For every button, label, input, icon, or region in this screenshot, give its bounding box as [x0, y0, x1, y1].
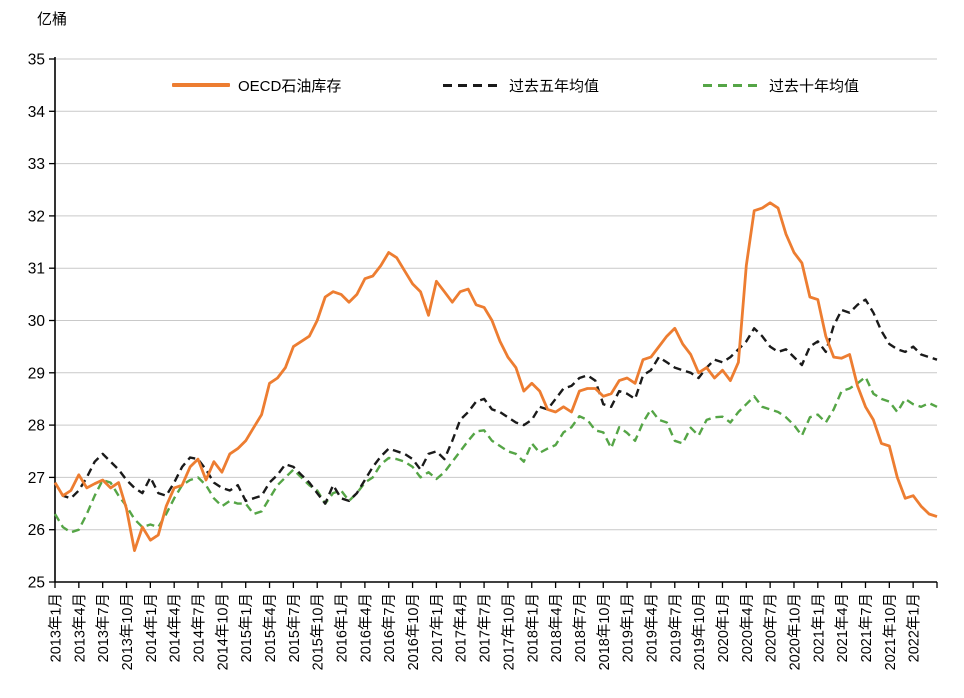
y-tick-label-32: 32 — [28, 208, 45, 225]
x-tick-label-13: 2016年4月 — [357, 593, 374, 662]
x-tick-label-10: 2015年7月 — [286, 593, 303, 662]
legend-label-oecd: OECD石油库存 — [238, 77, 342, 95]
legend-item-5yr-avg: 过去五年均值 — [443, 77, 600, 95]
x-tick-label-8: 2015年1月 — [238, 593, 255, 662]
series-oecd-line — [53, 201, 938, 552]
x-tick-label-21: 2018年4月 — [548, 593, 565, 662]
legend-line-dashed-black-icon — [443, 83, 501, 87]
y-tick-label-25: 25 — [28, 575, 45, 592]
x-tick-label-24: 2019年1月 — [620, 593, 637, 662]
x-tick-label-27: 2019年10月 — [691, 593, 708, 670]
x-tick-label-26: 2019年7月 — [667, 593, 684, 662]
x-tick-label-17: 2017年4月 — [453, 593, 470, 662]
y-tick-label-29: 29 — [28, 365, 45, 382]
x-tick-label-30: 2020年7月 — [763, 593, 780, 662]
y-tick-label-26: 26 — [28, 522, 45, 539]
legend-line-solid-orange-icon — [172, 83, 230, 87]
x-tick-label-6: 2014年7月 — [191, 593, 208, 662]
x-tick-label-19: 2017年10月 — [500, 593, 517, 670]
x-tick-label-3: 2013年10月 — [119, 593, 136, 670]
y-tick-label-30: 30 — [28, 313, 46, 330]
x-tick-label-18: 2017年7月 — [477, 593, 494, 662]
y-tick-label-28: 28 — [28, 418, 45, 435]
series-10yr-avg-line — [53, 375, 938, 534]
x-tick-label-23: 2018年10月 — [596, 593, 613, 670]
y-tick-label-31: 31 — [28, 261, 45, 278]
x-tick-label-31: 2020年10月 — [786, 593, 803, 670]
legend-line-dashed-green-icon — [703, 83, 761, 87]
legend-item-10yr-avg: 过去十年均值 — [703, 77, 860, 95]
series-5yr-avg-line — [53, 298, 938, 505]
x-tick-label-36: 2022年1月 — [906, 593, 923, 662]
y-axis-title: 亿桶 — [37, 11, 68, 28]
x-tick-label-28: 2020年1月 — [715, 593, 732, 662]
y-tick-label-33: 33 — [28, 156, 45, 173]
x-tick-label-29: 2020年4月 — [739, 593, 756, 662]
x-tick-label-14: 2016年7月 — [381, 593, 398, 662]
x-tick-label-35: 2021年10月 — [882, 593, 899, 670]
x-tick-label-20: 2018年1月 — [524, 593, 541, 662]
y-tick-label-35: 35 — [28, 52, 45, 69]
x-tick-label-1: 2013年4月 — [71, 593, 88, 662]
x-tick-label-2: 2013年7月 — [95, 593, 112, 662]
y-tick-label-34: 34 — [28, 104, 46, 121]
legend-label-10yr-avg: 过去十年均值 — [769, 77, 860, 95]
x-tick-label-7: 2014年10月 — [214, 593, 231, 670]
x-tick-label-11: 2015年10月 — [310, 593, 327, 670]
x-tick-label-4: 2014年1月 — [143, 593, 160, 662]
x-tick-label-25: 2019年4月 — [643, 593, 660, 662]
x-tick-label-34: 2021年7月 — [858, 593, 875, 662]
x-tick-label-32: 2021年1月 — [810, 593, 827, 662]
x-tick-label-12: 2016年1月 — [334, 593, 351, 662]
x-tick-label-22: 2018年7月 — [572, 593, 589, 662]
legend-label-5yr-avg: 过去五年均值 — [509, 77, 600, 95]
x-tick-label-33: 2021年4月 — [834, 593, 851, 662]
legend-item-oecd: OECD石油库存 — [172, 77, 342, 95]
y-tick-label-27: 27 — [28, 470, 45, 487]
x-tick-label-15: 2016年10月 — [405, 593, 422, 670]
x-tick-label-0: 2013年1月 — [48, 593, 65, 662]
x-tick-label-5: 2014年4月 — [167, 593, 184, 662]
x-tick-label-9: 2015年4月 — [262, 593, 279, 662]
x-tick-label-16: 2017年1月 — [429, 593, 446, 662]
